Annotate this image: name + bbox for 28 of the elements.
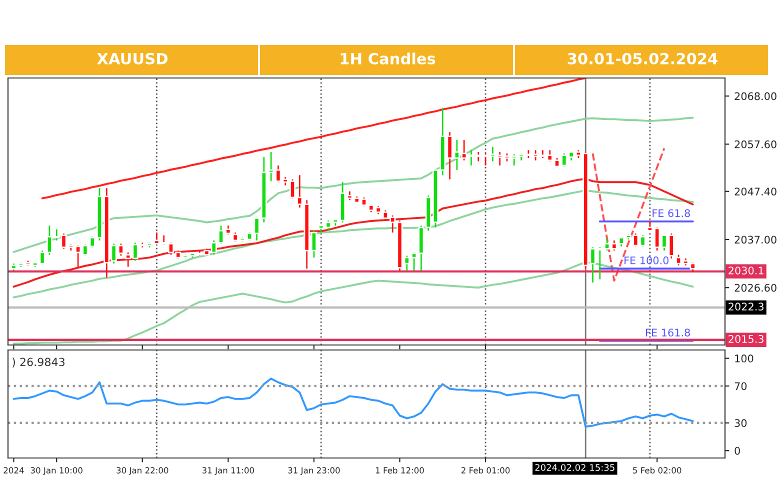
series-label: FE 100.0	[624, 256, 669, 264]
text: 30.01-05.02.2024	[568, 52, 718, 64]
x-tick-label: 30 Jan 22:00	[116, 467, 168, 476]
y-tick-label: 2068.00	[734, 92, 776, 100]
y-tick-label: 100	[735, 354, 754, 362]
ref-line-label: 2022.3	[728, 302, 764, 311]
x-tick-label: 5 Feb 02:00	[633, 467, 682, 474]
chart-title: XAUUSD	[96, 52, 168, 64]
x-tick-label: 1 Feb 12:00	[376, 467, 424, 474]
series-label: FE 61.8	[652, 209, 690, 218]
y-tick-label: 2037.00	[734, 236, 776, 244]
series-label: FE 161.8	[646, 328, 690, 337]
annotation: ) 26.9843	[12, 358, 65, 368]
y-tick-label: 2026.60	[734, 284, 776, 292]
y-tick-label: 2047.40	[734, 188, 776, 196]
x-tick-label: 31 Jan 23:00	[288, 467, 340, 476]
ref-line-label: 2015.3	[728, 335, 764, 343]
y-tick-label: 30	[734, 419, 747, 428]
y-tick-label: 70	[734, 382, 747, 390]
text: 2024.02.02 15:35	[535, 464, 614, 471]
x-tick-label: 2 Feb 01:00	[461, 467, 510, 474]
ref-line-label: 2030.1	[728, 266, 764, 274]
x-tick-label: 2024	[4, 467, 24, 474]
x-tick-label: 30 Jan 10:00	[30, 467, 82, 476]
y-tick-label: 0	[734, 446, 740, 455]
chart-subtitle: 1H Candles	[340, 52, 436, 64]
x-tick-label: 31 Jan 11:00	[202, 467, 254, 476]
y-tick-label: 2057.60	[734, 140, 776, 148]
